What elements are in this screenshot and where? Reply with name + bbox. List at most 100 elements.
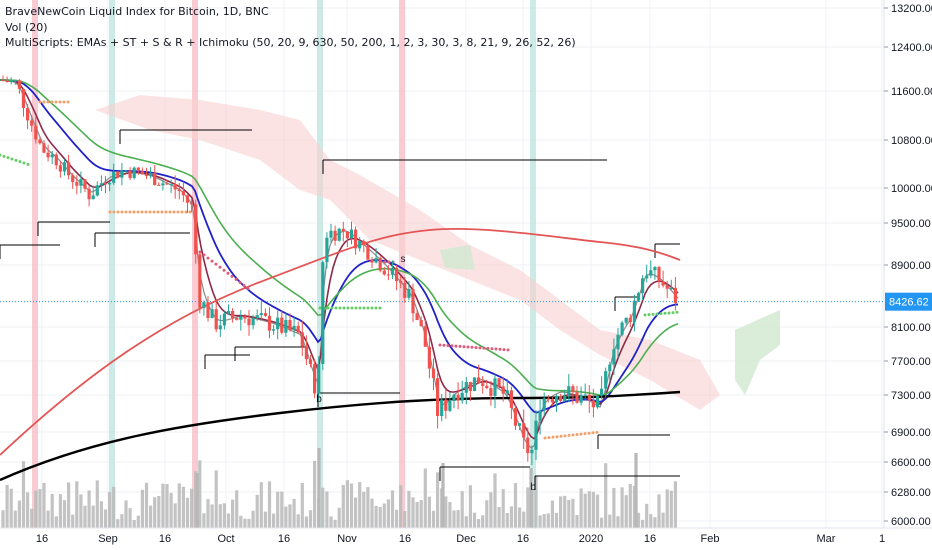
candle-body: [280, 317, 284, 333]
candle-body: [9, 80, 13, 83]
volume-bar: [308, 510, 313, 528]
candle-body: [103, 183, 108, 185]
support-resistance-lines: [0, 129, 884, 490]
supertrend-dot-orange: [66, 100, 70, 104]
candle-body: [263, 313, 267, 316]
time-tick-label: Oct: [217, 533, 234, 545]
volume-bar: [559, 496, 563, 528]
supertrend-dot-green: [18, 160, 22, 164]
candle-body: [522, 423, 526, 438]
volume-bar: [136, 515, 140, 528]
signal-band: [530, 0, 536, 528]
price-tick-label: 10000.00: [891, 183, 932, 195]
candle-body: [481, 383, 485, 386]
symbol-title[interactable]: BraveNewCoin Liquid Index for Bitcoin, 1…: [5, 5, 269, 18]
supertrend-dot-red: [482, 346, 486, 350]
supertrend-dot-orange: [180, 210, 184, 214]
supertrend-dot-red: [470, 345, 474, 349]
volume-bar: [522, 511, 526, 528]
signal-label: s: [401, 254, 406, 265]
candle-body: [632, 300, 636, 323]
supertrend-dot-green: [671, 311, 675, 315]
volume-bar: [202, 513, 206, 528]
volume-bar: [604, 463, 608, 528]
candle-body: [79, 179, 83, 186]
volume-bar: [591, 491, 595, 528]
supertrend-dot-green: [663, 311, 667, 315]
volume-bar: [87, 490, 91, 528]
candle-body: [489, 388, 493, 396]
candle-body: [370, 259, 374, 263]
candle-body: [181, 191, 185, 196]
candle-body: [313, 364, 317, 394]
candle-body: [604, 371, 608, 389]
time-tick-label: 2020: [579, 533, 603, 545]
candle-body: [239, 316, 243, 320]
supertrend-dot-orange: [575, 433, 579, 437]
candle-body: [144, 174, 149, 176]
candle-body: [120, 170, 124, 178]
multiscripts-study-label[interactable]: MultiScripts: EMAs + ST + S & R + Ichimo…: [5, 36, 576, 49]
supertrend-dot-orange: [579, 432, 583, 436]
volume-bar: [177, 483, 181, 528]
time-axis[interactable]: 16 Sep 16 Oct 16 Nov 16 Dec 16 2020 16 Feb Mar 1: [0, 527, 932, 550]
volume-bar: [50, 493, 54, 528]
volume-bar: [284, 506, 288, 528]
supertrend-dot-red: [446, 344, 450, 348]
volume-bar: [509, 506, 513, 528]
volume-bar: [272, 513, 276, 528]
volume-bar: [95, 480, 99, 528]
price-tick-label: 6600.00: [891, 457, 931, 469]
volume-bar: [386, 499, 390, 528]
volume-study-label[interactable]: Vol (20): [5, 20, 48, 34]
volume-bar: [411, 497, 415, 528]
supertrend-dot-green: [374, 306, 378, 310]
supertrend-dot-orange: [547, 436, 551, 440]
supertrend-dot-orange: [555, 435, 559, 439]
volume-bar: [173, 503, 177, 528]
supertrend-dot-green: [350, 306, 354, 310]
volume-bar: [153, 497, 157, 528]
supertrend-dot-orange: [176, 210, 180, 214]
candle-body: [50, 154, 54, 158]
volume-bar: [407, 490, 411, 528]
candle-body: [26, 108, 30, 121]
candle-body: [509, 390, 513, 408]
candle-body: [546, 398, 550, 400]
supertrend-dot-red: [202, 253, 206, 257]
candle-body: [358, 240, 362, 249]
signal-bands: [32, 0, 536, 528]
volume-bar: [144, 482, 149, 528]
volume-bar: [362, 491, 366, 528]
candle-body: [132, 167, 136, 179]
supertrend-dot-green: [675, 310, 679, 314]
supertrend-dot-green: [647, 313, 651, 317]
volume-bar: [636, 512, 641, 528]
volume-bar: [345, 480, 349, 528]
volume-bar: [366, 486, 370, 528]
candle-body: [366, 245, 370, 260]
candle-body: [374, 257, 378, 263]
volume-bar: [563, 495, 567, 528]
signal-band: [192, 0, 198, 528]
candle-body: [534, 420, 538, 450]
candle-body: [153, 172, 157, 185]
signal-band: [317, 0, 323, 528]
supertrend-dot-orange: [116, 210, 120, 214]
volume-bar: [456, 510, 460, 528]
supertrend-dot-green: [22, 161, 26, 165]
candle-body: [505, 390, 509, 394]
candle-body: [21, 88, 26, 109]
supertrend-dot-green: [14, 158, 18, 162]
candle-body: [477, 377, 481, 384]
volume-bar: [313, 460, 317, 528]
supertrend-dot-red: [387, 260, 391, 264]
candle-body: [91, 195, 95, 200]
volume-bar: [218, 504, 222, 528]
price-axis[interactable]: 13200.00 12400.00 11600.00 10800.00 10000.00…: [883, 0, 932, 528]
volume-bar: [67, 482, 71, 528]
time-tick-label: 16: [278, 533, 290, 545]
candle-body: [620, 322, 624, 335]
volume-bar: [529, 468, 533, 528]
